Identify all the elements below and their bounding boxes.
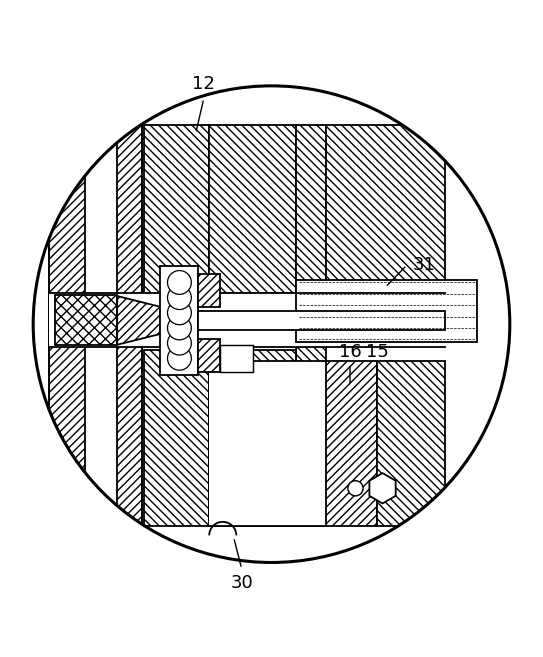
FancyBboxPatch shape [296, 280, 477, 342]
FancyBboxPatch shape [198, 311, 445, 330]
Circle shape [167, 316, 191, 340]
Circle shape [167, 301, 191, 325]
FancyBboxPatch shape [220, 345, 252, 372]
FancyBboxPatch shape [144, 125, 209, 293]
Circle shape [33, 86, 510, 562]
FancyBboxPatch shape [296, 125, 326, 526]
Text: 15: 15 [365, 343, 389, 361]
FancyBboxPatch shape [198, 339, 220, 372]
Circle shape [348, 481, 363, 496]
FancyBboxPatch shape [209, 350, 296, 526]
Text: 31: 31 [412, 256, 435, 274]
FancyBboxPatch shape [161, 266, 198, 374]
Text: 30: 30 [230, 574, 253, 593]
FancyBboxPatch shape [326, 125, 445, 293]
FancyBboxPatch shape [209, 361, 326, 526]
Text: 12: 12 [192, 75, 215, 93]
FancyBboxPatch shape [85, 293, 117, 345]
Circle shape [167, 346, 191, 370]
Circle shape [167, 271, 191, 294]
FancyBboxPatch shape [326, 361, 377, 526]
Polygon shape [369, 473, 396, 503]
Circle shape [167, 286, 191, 309]
FancyBboxPatch shape [49, 293, 445, 348]
FancyBboxPatch shape [49, 125, 142, 526]
FancyBboxPatch shape [144, 350, 209, 526]
Circle shape [167, 331, 191, 355]
Text: 16: 16 [339, 343, 362, 361]
FancyBboxPatch shape [209, 125, 296, 293]
FancyBboxPatch shape [55, 296, 117, 346]
FancyBboxPatch shape [198, 275, 220, 307]
FancyBboxPatch shape [85, 125, 117, 526]
FancyBboxPatch shape [377, 361, 445, 526]
Polygon shape [117, 296, 161, 345]
